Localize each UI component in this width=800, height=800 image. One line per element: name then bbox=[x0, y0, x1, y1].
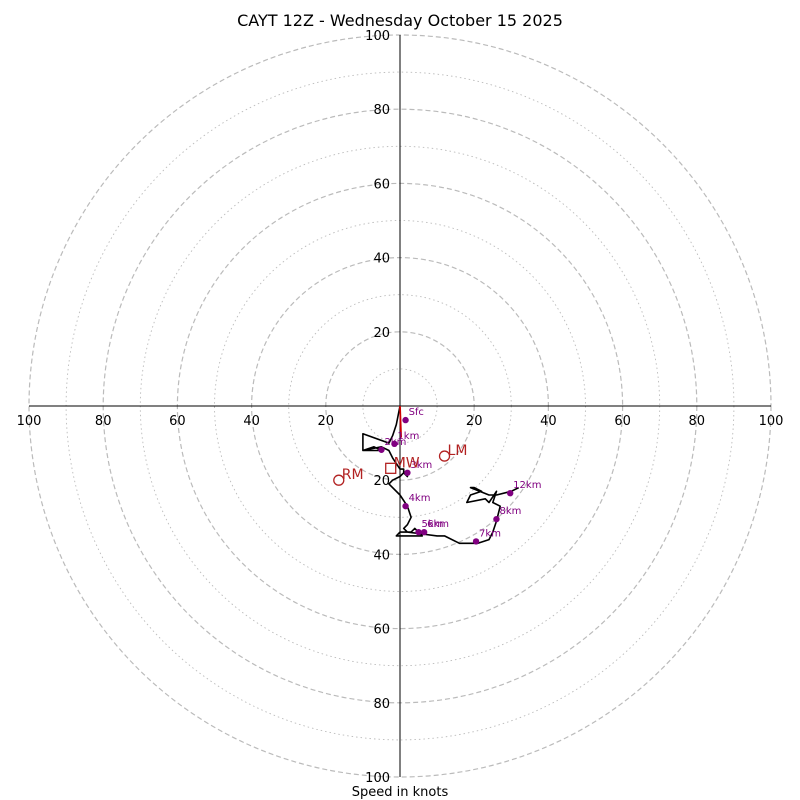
y-tick-bottom-60: 60 bbox=[373, 623, 390, 638]
height-label-1km: 1km bbox=[397, 431, 419, 442]
height-label-7km: 7km bbox=[479, 528, 501, 539]
surface-wind-vector bbox=[399, 405, 403, 438]
storm-marker-RM bbox=[333, 474, 345, 486]
height-label-2km: 2km bbox=[384, 437, 406, 448]
height-label-4km: 4km bbox=[409, 493, 431, 504]
y-tick-top-100: 100 bbox=[365, 29, 390, 44]
height-label-3km: 3km bbox=[410, 460, 432, 471]
x-tick-right-100: 100 bbox=[759, 414, 784, 429]
height-label-12km: 12km bbox=[513, 480, 541, 491]
x-axis-label: Speed in knots bbox=[352, 785, 449, 800]
storm-label-MW: MW bbox=[394, 455, 420, 471]
storm-marker-MW bbox=[385, 462, 397, 474]
x-tick-left-100: 100 bbox=[17, 414, 42, 429]
storm-motion-layer: LM RM MW bbox=[333, 443, 468, 486]
x-tick-left-40: 40 bbox=[243, 414, 260, 429]
height-label-6km: 6km bbox=[427, 519, 449, 530]
y-tick-bottom-100: 100 bbox=[365, 771, 390, 786]
height-marker-Sfc bbox=[402, 416, 409, 424]
chart-title: CAYT 12Z - Wednesday October 15 2025 bbox=[237, 11, 563, 30]
y-tick-top-40: 40 bbox=[373, 252, 390, 267]
height-marker-2km bbox=[378, 446, 385, 453]
height-marker-6km bbox=[420, 528, 428, 536]
height-marker-3km bbox=[404, 469, 411, 476]
y-tick-bottom-20: 20 bbox=[373, 474, 390, 489]
x-tick-left-20: 20 bbox=[318, 414, 335, 429]
y-tick-bottom-80: 80 bbox=[373, 697, 390, 712]
x-tick-right-60: 60 bbox=[614, 414, 631, 429]
height-label-8km: 8km bbox=[499, 506, 521, 517]
x-tick-right-40: 40 bbox=[540, 414, 557, 429]
storm-label-LM: LM bbox=[448, 443, 468, 459]
x-tick-right-80: 80 bbox=[689, 414, 706, 429]
height-label-Sfc: Sfc bbox=[409, 407, 424, 418]
y-tick-bottom-40: 40 bbox=[373, 548, 390, 563]
tick-labels: 100 80 60 40 20 20 40 60 80 100 20 40 60 80 100 20 40 60 8… bbox=[17, 29, 784, 786]
height-marker-8km bbox=[493, 515, 500, 523]
y-tick-top-60: 60 bbox=[373, 177, 390, 192]
y-tick-top-80: 80 bbox=[373, 103, 390, 118]
height-marker-7km bbox=[472, 538, 480, 545]
storm-label-RM: RM bbox=[342, 467, 364, 483]
height-label-5km: 5km bbox=[422, 519, 444, 530]
x-tick-left-60: 60 bbox=[169, 414, 186, 429]
x-tick-right-20: 20 bbox=[466, 414, 483, 429]
y-tick-top-20: 20 bbox=[373, 326, 390, 341]
height-marker-4km bbox=[402, 502, 409, 510]
height-marker-5km bbox=[415, 528, 422, 536]
x-tick-left-80: 80 bbox=[95, 414, 112, 429]
height-marker-1km bbox=[391, 440, 398, 448]
storm-marker-LM bbox=[438, 450, 451, 462]
height-marker-12km bbox=[506, 489, 514, 497]
